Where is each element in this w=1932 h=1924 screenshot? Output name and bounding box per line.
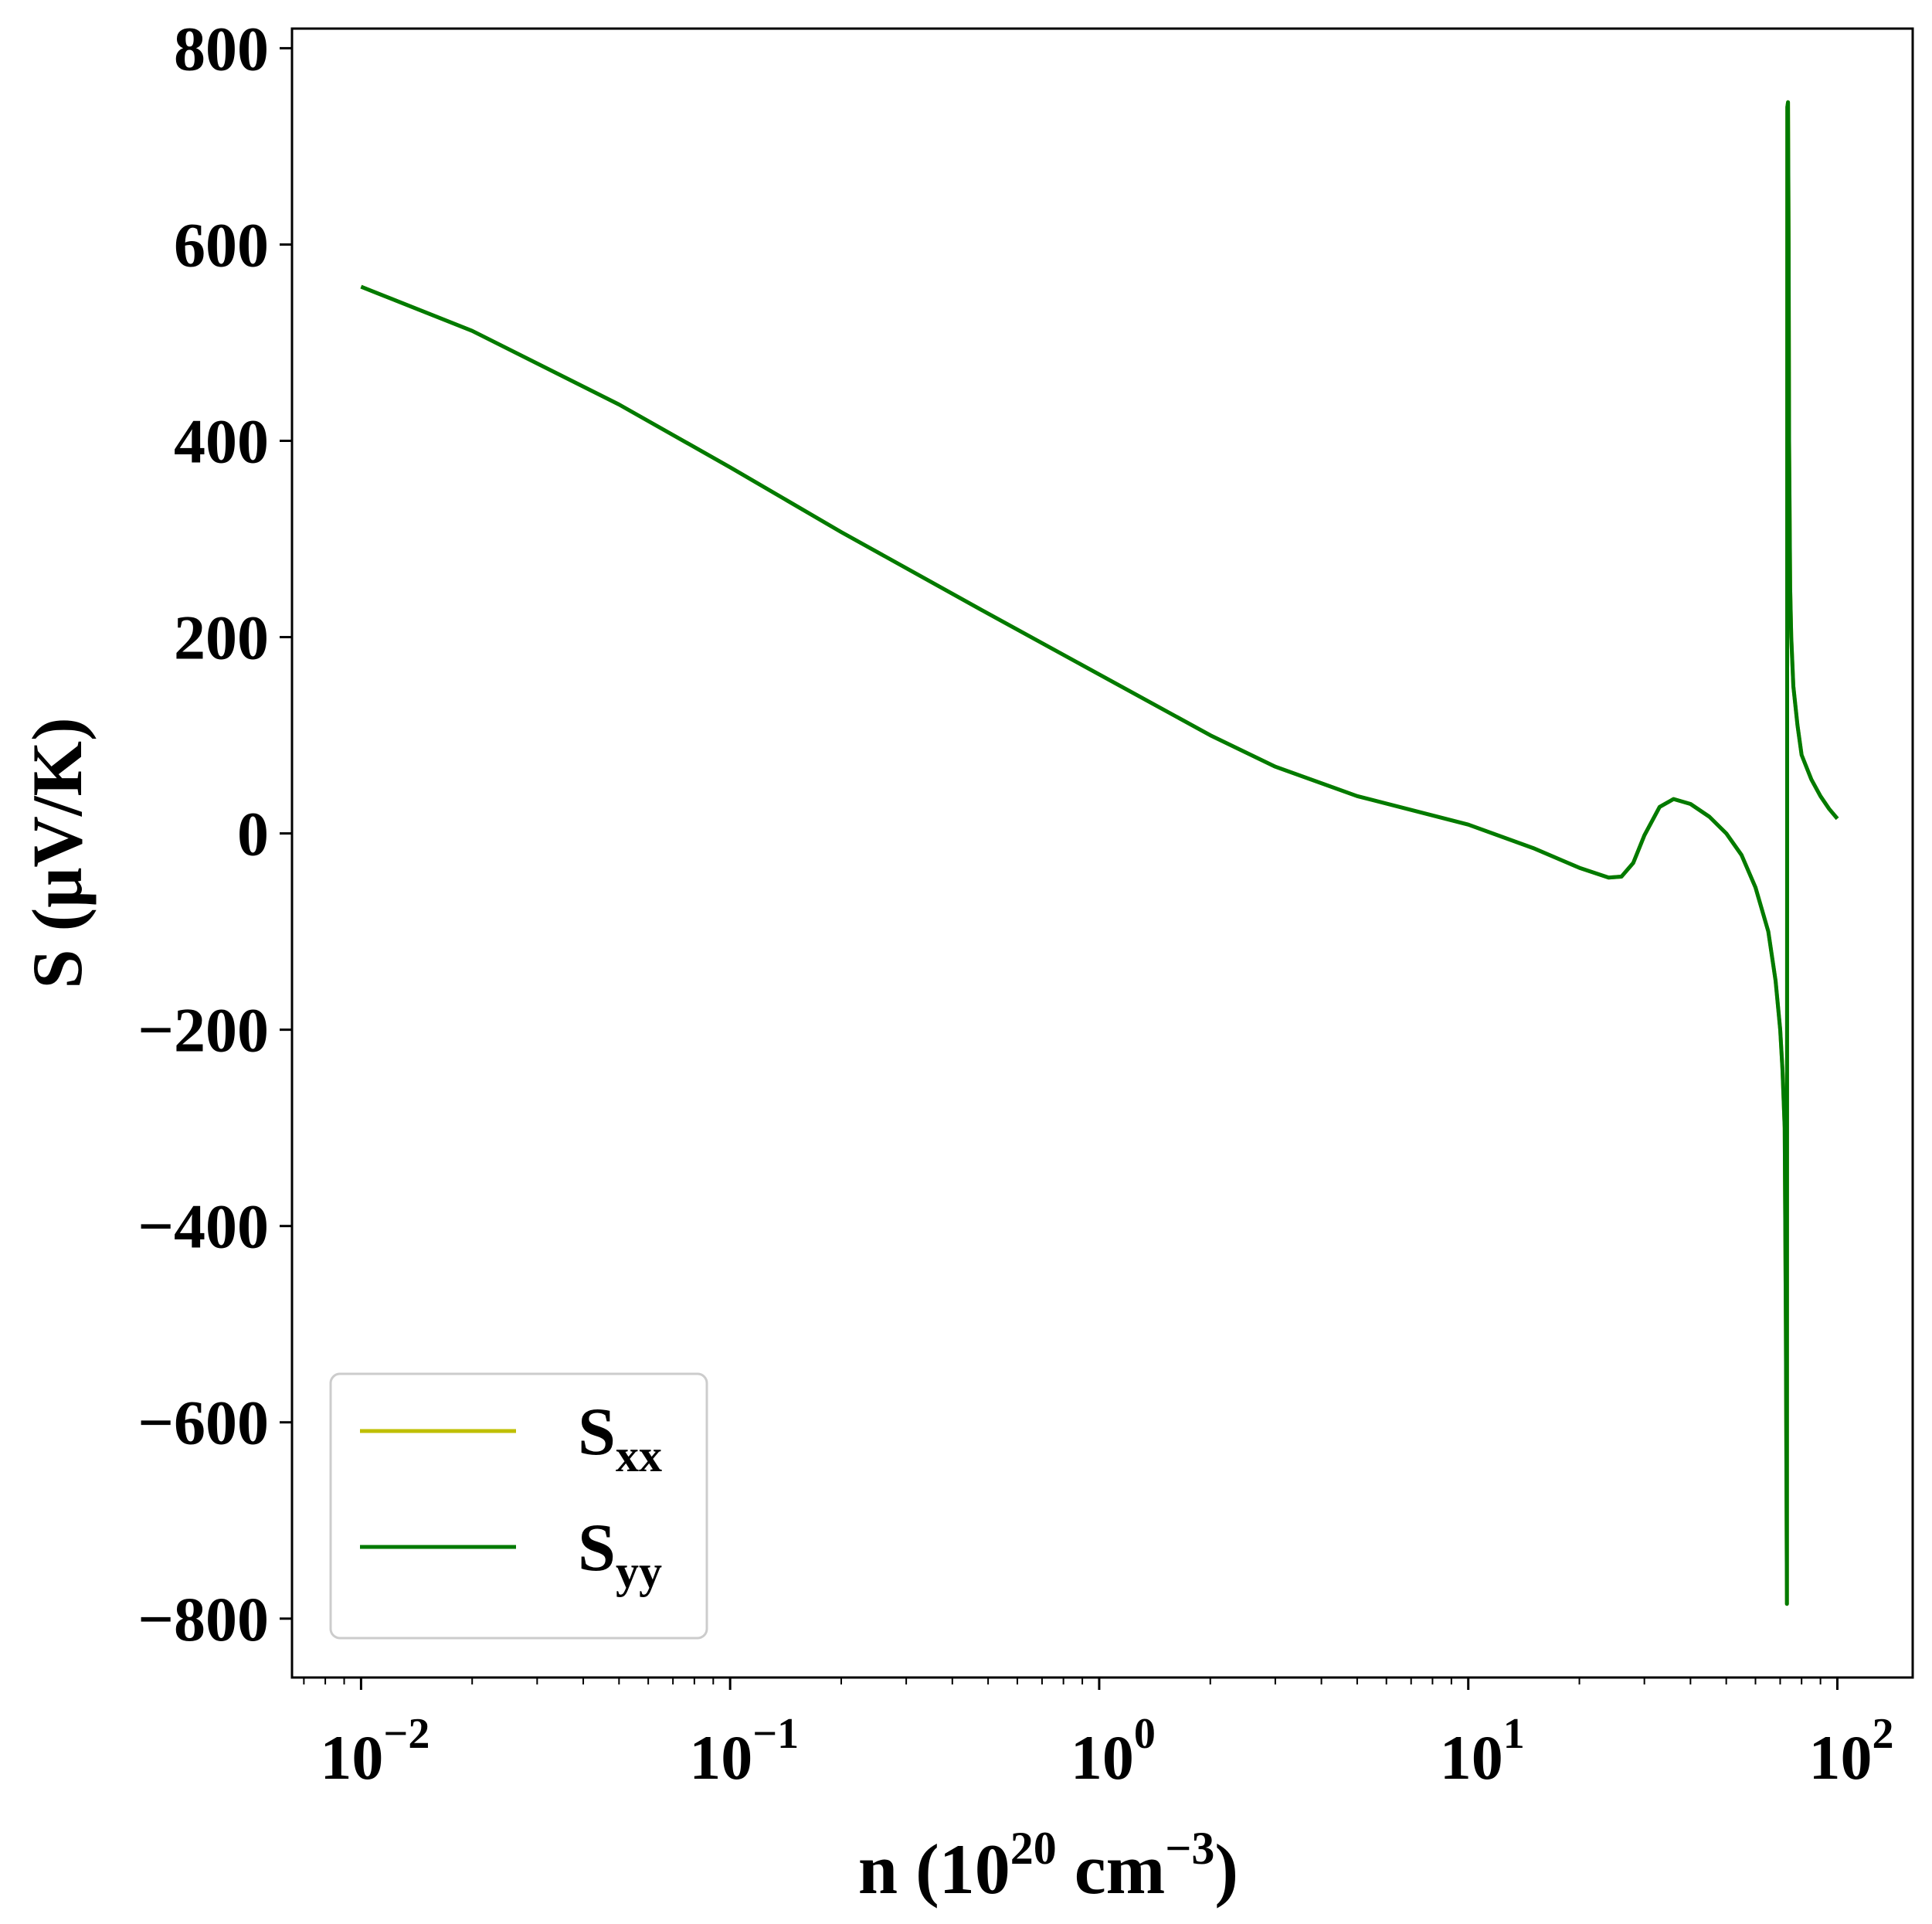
- x-tick-exponent: −2: [383, 1710, 430, 1758]
- series-layer: [360, 100, 1839, 1606]
- series-line-syy: [360, 100, 1839, 1606]
- plot-frame: [290, 27, 1914, 1679]
- y-tick-label: 200: [174, 603, 269, 673]
- x-tick-label: 10−1: [689, 1710, 799, 1793]
- x-tick-label: 101: [1440, 1710, 1525, 1793]
- legend-label-sxx-sub: xx: [616, 1430, 662, 1481]
- legend-label-syy-sub: yy: [616, 1546, 662, 1597]
- x-axis-label-sup2: −3: [1165, 1823, 1214, 1874]
- x-axis-label: n (1020 cm−3): [858, 1823, 1238, 1909]
- x-tick-label: 10−2: [320, 1710, 430, 1793]
- y-tick-label: 600: [174, 209, 269, 280]
- x-axis-label-sup1: 20: [1010, 1823, 1057, 1874]
- x-tick-exponent: 1: [1503, 1710, 1525, 1758]
- x-tick-base: 10: [689, 1722, 752, 1793]
- legend: Sxx Syy: [329, 1372, 708, 1640]
- legend-label-syy: Syy: [578, 1511, 662, 1597]
- x-tick-exponent: 2: [1872, 1710, 1893, 1758]
- x-tick-exponent: 0: [1134, 1710, 1156, 1758]
- x-axis-label-suffix: ): [1214, 1830, 1238, 1909]
- x-tick-base: 10: [320, 1722, 383, 1793]
- x-axis-label-middle: cm: [1057, 1830, 1165, 1909]
- y-tick-label: 800: [174, 13, 269, 83]
- legend-label-sxx-name: S: [578, 1395, 616, 1470]
- x-tick-base: 10: [1440, 1722, 1503, 1793]
- x-axis-label-prefix: n (10: [858, 1830, 1010, 1909]
- legend-box: [329, 1372, 708, 1640]
- y-axis-label: S (μV/K): [18, 717, 97, 988]
- x-tick-base: 10: [1071, 1722, 1134, 1793]
- x-tick-label: 102: [1808, 1710, 1893, 1793]
- y-tick-label: 400: [174, 406, 269, 477]
- x-tick-label: 100: [1071, 1710, 1156, 1793]
- y-tick-label: 0: [237, 799, 269, 869]
- x-tick-exponent: −1: [752, 1710, 799, 1758]
- y-axis: 800 600 400 200 0 −200 −400 −600 −800: [138, 13, 292, 1654]
- x-tick-base: 10: [1808, 1722, 1872, 1793]
- y-tick-label: −600: [138, 1388, 269, 1458]
- legend-label-syy-name: S: [578, 1511, 616, 1586]
- y-tick-label: −200: [138, 995, 269, 1066]
- y-tick-label: −800: [138, 1584, 269, 1654]
- y-tick-label: −400: [138, 1191, 269, 1262]
- legend-label-sxx: Sxx: [578, 1395, 662, 1481]
- x-axis: 10−2 10−1 100 101 102: [303, 1678, 1893, 1793]
